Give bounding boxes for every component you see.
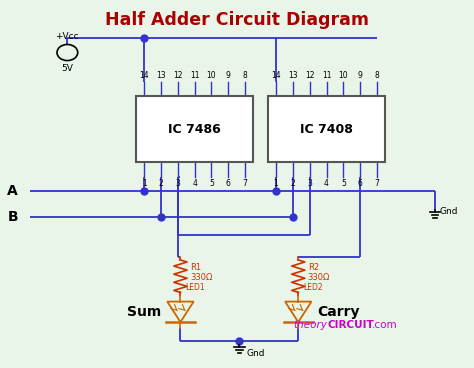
Text: 3: 3 bbox=[307, 178, 312, 188]
Text: +Vcc: +Vcc bbox=[55, 32, 79, 41]
Text: 9: 9 bbox=[358, 71, 363, 80]
Text: 5: 5 bbox=[341, 178, 346, 188]
Text: 5V: 5V bbox=[62, 64, 73, 73]
Text: 11: 11 bbox=[190, 71, 200, 80]
Text: 9: 9 bbox=[226, 71, 231, 80]
Text: 1: 1 bbox=[273, 178, 278, 188]
Text: 11: 11 bbox=[322, 71, 331, 80]
Text: IC 7408: IC 7408 bbox=[300, 123, 353, 136]
Bar bbox=[136, 96, 254, 162]
Text: CIRCUIT: CIRCUIT bbox=[328, 320, 374, 330]
Text: 4: 4 bbox=[324, 178, 329, 188]
Text: 4: 4 bbox=[192, 178, 197, 188]
Text: 2: 2 bbox=[291, 178, 295, 188]
Text: IC 7486: IC 7486 bbox=[168, 123, 221, 136]
Text: A: A bbox=[7, 184, 18, 198]
Text: Carry: Carry bbox=[317, 305, 360, 319]
Text: 5: 5 bbox=[209, 178, 214, 188]
Text: Gnd: Gnd bbox=[439, 207, 458, 216]
Text: 3: 3 bbox=[175, 178, 180, 188]
Text: 13: 13 bbox=[156, 71, 166, 80]
Text: 8: 8 bbox=[243, 71, 247, 80]
Text: LED1: LED1 bbox=[185, 283, 205, 293]
Text: 7: 7 bbox=[374, 178, 380, 188]
Text: Sum: Sum bbox=[128, 305, 162, 319]
Text: 10: 10 bbox=[207, 71, 216, 80]
Text: 7: 7 bbox=[243, 178, 247, 188]
Text: R1
330Ω: R1 330Ω bbox=[190, 263, 212, 282]
Text: 1: 1 bbox=[142, 178, 146, 188]
Text: B: B bbox=[7, 210, 18, 224]
Text: Half Adder Circuit Diagram: Half Adder Circuit Diagram bbox=[105, 11, 369, 28]
Text: 14: 14 bbox=[139, 71, 149, 80]
Text: LED2: LED2 bbox=[303, 283, 323, 293]
Text: 2: 2 bbox=[159, 178, 164, 188]
Text: 10: 10 bbox=[338, 71, 348, 80]
Text: Gnd: Gnd bbox=[246, 349, 265, 358]
Text: 12: 12 bbox=[173, 71, 182, 80]
Text: 8: 8 bbox=[374, 71, 379, 80]
Text: 6: 6 bbox=[226, 178, 231, 188]
Text: .com: .com bbox=[372, 320, 398, 330]
Text: 12: 12 bbox=[305, 71, 314, 80]
Text: 14: 14 bbox=[271, 71, 281, 80]
Bar bbox=[268, 96, 385, 162]
Text: 13: 13 bbox=[288, 71, 298, 80]
Text: 6: 6 bbox=[358, 178, 363, 188]
Text: theory: theory bbox=[293, 320, 328, 330]
Text: R2
330Ω: R2 330Ω bbox=[308, 263, 330, 282]
